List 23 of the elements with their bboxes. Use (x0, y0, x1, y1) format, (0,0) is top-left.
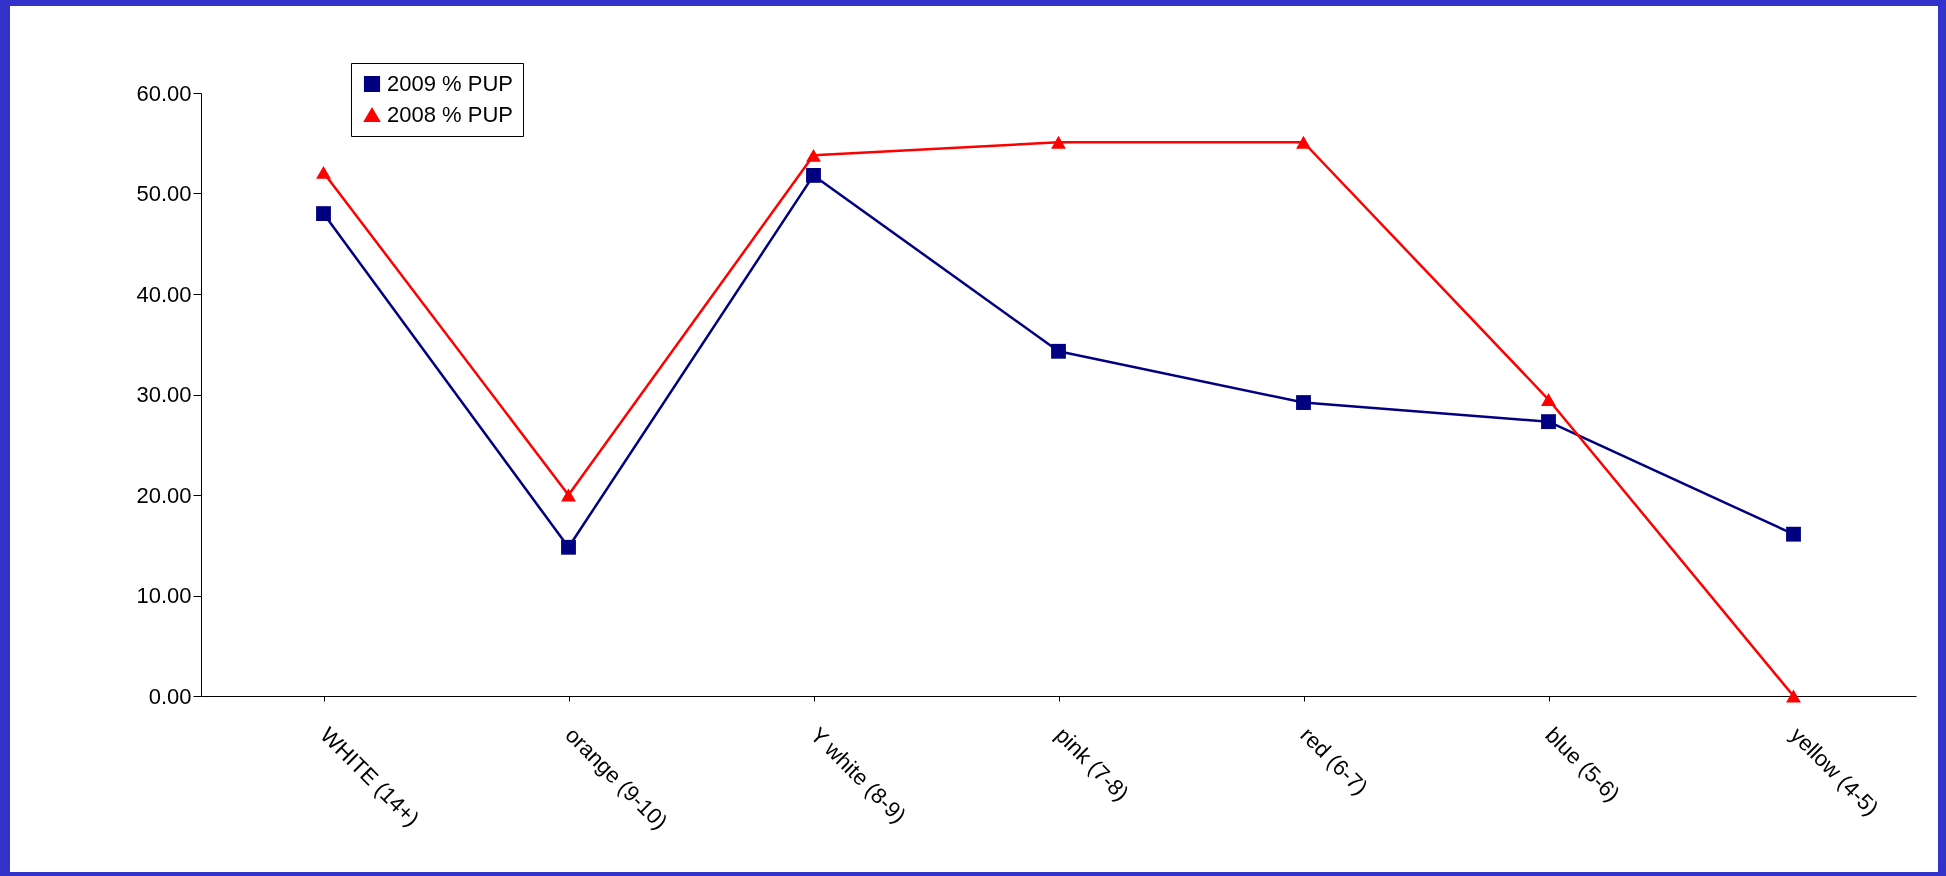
point (561, 488, 576, 502)
point (316, 165, 331, 179)
legend-label: 2009 % PUP (387, 71, 513, 96)
point (1786, 526, 1801, 542)
point (1541, 393, 1556, 406)
point (1051, 135, 1066, 149)
y-tick-label: 10.00 (136, 583, 192, 608)
point (1051, 343, 1066, 359)
y-tick-label: 60.00 (136, 80, 192, 106)
point (1541, 414, 1556, 430)
legend-label: 2008 % PUP (387, 102, 513, 127)
y-tick-label: 20.00 (136, 482, 192, 508)
point (316, 206, 331, 222)
point (806, 167, 821, 183)
y-tick-label: 50.00 (136, 181, 192, 206)
point (806, 148, 821, 162)
point (1296, 135, 1311, 149)
y-tick-label: 30.00 (136, 382, 192, 407)
y-tick-label: 40.00 (136, 281, 192, 307)
point (1786, 689, 1801, 703)
y-tick-label: 0.00 (148, 683, 192, 709)
point (1296, 395, 1311, 410)
point (561, 539, 576, 555)
